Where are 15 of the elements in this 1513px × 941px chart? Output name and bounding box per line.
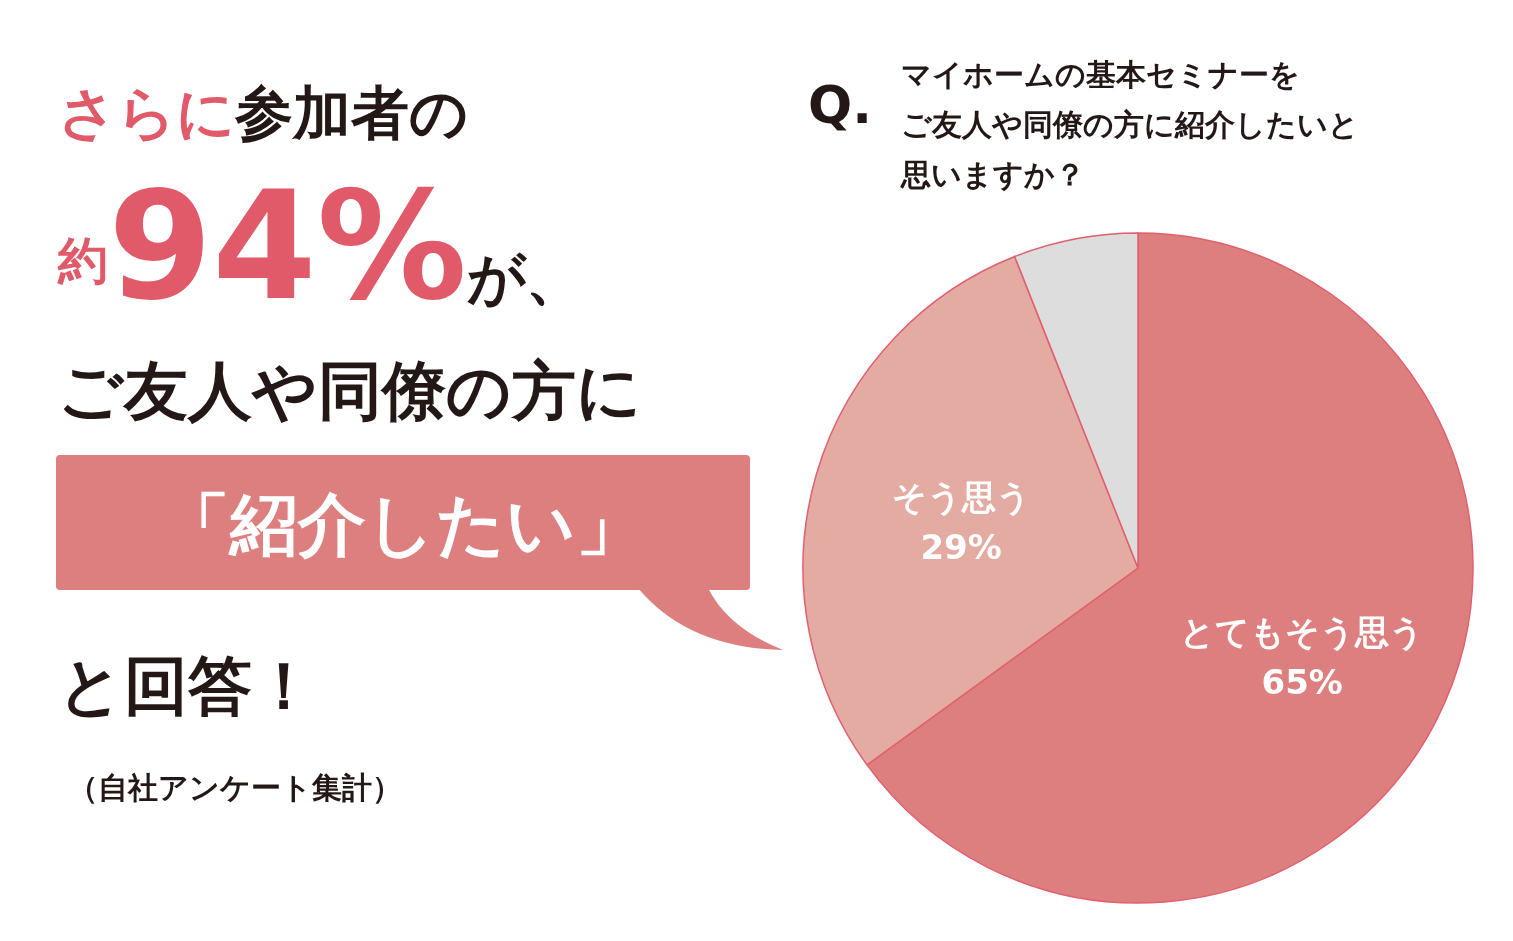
data-label: 65% xyxy=(1261,661,1343,702)
text: さらに xyxy=(58,79,235,147)
text: Q. xyxy=(808,75,872,135)
text: が、 xyxy=(467,244,585,312)
text: ご友人や同僚の方に xyxy=(58,354,642,428)
slice-label: とてもそう思う xyxy=(1180,611,1425,652)
text: （自社アンケート集計） xyxy=(68,770,402,805)
chart-title: マイホームの基本セミナーをご友人や同僚の方に紹介したいと思いますか？ xyxy=(900,57,1359,192)
text: 「紹介したい」 xyxy=(162,485,644,564)
text: 約 xyxy=(57,232,108,290)
data-label: 29% xyxy=(920,526,1002,567)
slice-label: そう思う xyxy=(891,476,1031,517)
text: と回答！ xyxy=(58,649,316,723)
text: 94% xyxy=(108,159,468,333)
text: 参加者の xyxy=(234,79,468,147)
